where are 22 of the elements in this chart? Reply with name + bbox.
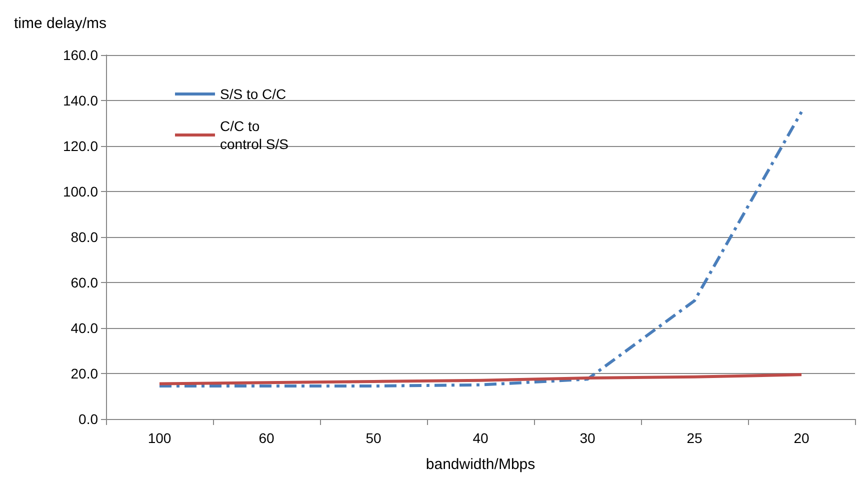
y-tick-label: 120.0	[62, 138, 98, 154]
legend-label: S/S to C/C	[220, 86, 286, 102]
y-tick-label: 60.0	[70, 274, 98, 290]
y-tick-label: 140.0	[62, 92, 98, 108]
y-tick-label: 40.0	[70, 320, 98, 336]
y-tick-label: 0.0	[78, 411, 98, 427]
line-series	[158, 373, 803, 386]
y-tick-label: 80.0	[70, 229, 98, 245]
x-tick-label: 40	[472, 430, 488, 446]
x-tick-label: 30	[580, 430, 596, 446]
line-series	[158, 110, 803, 388]
x-tick-label: 60	[258, 430, 274, 446]
y-tick-label: 100.0	[62, 184, 98, 200]
x-tick-label: 50	[366, 430, 382, 446]
y-axis-title: time delay/ms	[14, 15, 107, 32]
x-tick-label: 100	[148, 430, 172, 446]
x-tick-label: 25	[686, 430, 702, 446]
y-tick-label: 160.0	[62, 47, 98, 63]
x-tick-label: 20	[794, 430, 810, 446]
x-axis-title: bandwidth/Mbps	[426, 456, 536, 473]
legend-label: C/C to control S/S	[220, 118, 288, 152]
y-tick-label: 20.0	[70, 366, 98, 382]
